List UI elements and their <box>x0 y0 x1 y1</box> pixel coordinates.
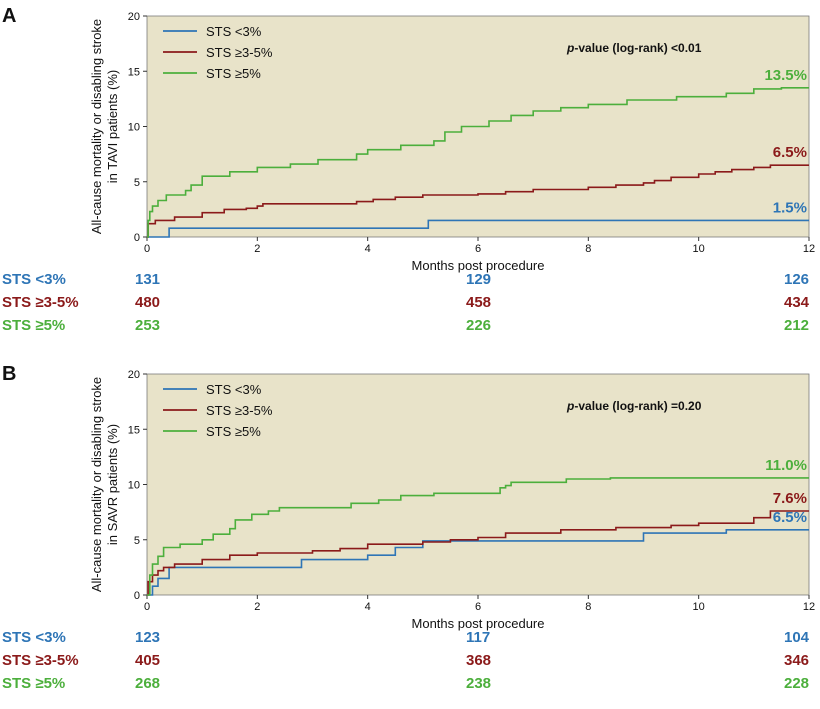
y-tick-label: 5 <box>134 535 140 547</box>
legend-label: STS ≥5% <box>206 424 261 439</box>
x-axis-label: Months post procedure <box>412 258 545 273</box>
y-axis-label: in SAVR patients (%) <box>105 424 120 545</box>
y-axis-label: All-cause mortality or disabling stroke <box>89 377 104 592</box>
series-line <box>147 219 809 238</box>
risk-table-row: STS ≥5% 253 226 212 <box>0 317 820 337</box>
x-tick-label: 8 <box>585 601 591 613</box>
chart-svg: A 0 5 10 15 20 0 2 4 6 8 10 12 Months post procedure A… <box>2 5 815 273</box>
risk-count: 480 <box>135 294 161 311</box>
y-axis-label: All-cause mortality or disabling stroke <box>89 19 104 234</box>
p-value-annotation: p-value (log-rank) =0.20 <box>566 399 702 413</box>
y-tick-label: 10 <box>128 122 140 134</box>
y-tick-label: 5 <box>134 177 140 189</box>
x-tick-label: 10 <box>693 601 705 613</box>
risk-count: 126 <box>784 271 810 288</box>
risk-table-row: STS <3% 123 117 104 <box>0 629 820 649</box>
y-tick-label: 20 <box>128 11 140 23</box>
y-tick-label: 15 <box>128 424 140 436</box>
x-tick-label: 12 <box>803 601 815 613</box>
p-value-italic: p <box>566 41 574 55</box>
p-value-text: -value (log-rank) <0.01 <box>574 41 701 55</box>
risk-count: 458 <box>466 294 492 311</box>
risk-count: 226 <box>466 317 492 334</box>
x-tick-label: 6 <box>475 243 481 255</box>
y-tick-label: 0 <box>134 232 140 244</box>
risk-row-label: STS ≥3-5% <box>2 294 79 311</box>
risk-count: 405 <box>135 652 161 669</box>
series-line <box>147 164 809 238</box>
x-tick-label: 6 <box>475 601 481 613</box>
x-tick-label: 0 <box>144 601 150 613</box>
series-end-label: 11.0% <box>765 457 807 474</box>
x-tick-label: 8 <box>585 243 591 255</box>
y-tick-label: 15 <box>128 66 140 78</box>
risk-count: 268 <box>135 675 161 692</box>
risk-table-row: STS ≥5% 268 238 228 <box>0 675 820 695</box>
risk-count: 238 <box>466 675 492 692</box>
legend-label: STS ≥5% <box>206 66 261 81</box>
risk-count: 131 <box>135 271 161 288</box>
series-end-label: 6.5% <box>773 144 807 161</box>
risk-count: 123 <box>135 629 161 646</box>
panel-label: B <box>2 363 16 385</box>
series-line <box>147 87 809 238</box>
y-tick-label: 20 <box>128 369 140 381</box>
risk-count: 104 <box>784 629 810 646</box>
risk-row-label: STS <3% <box>2 629 66 646</box>
risk-count: 129 <box>466 271 492 288</box>
legend-label: STS ≥3-5% <box>206 403 273 418</box>
p-value-italic: p <box>566 399 574 413</box>
risk-count: 346 <box>784 652 810 669</box>
y-tick-label: 0 <box>134 590 140 602</box>
risk-row-label: STS ≥5% <box>2 317 66 334</box>
risk-row-label: STS <3% <box>2 271 66 288</box>
risk-count: 117 <box>466 629 491 646</box>
legend-label: STS <3% <box>206 382 262 397</box>
risk-row-label: STS ≥5% <box>2 675 66 692</box>
series-line <box>147 529 809 596</box>
series-end-label: 7.6% <box>773 490 807 507</box>
series-end-label: 6.5% <box>773 509 807 526</box>
p-value-annotation: p-value (log-rank) <0.01 <box>566 41 702 55</box>
panel-b: B 0 5 10 15 20 0 2 4 6 8 10 12 Months post procedure A… <box>0 358 820 704</box>
risk-row-label: STS ≥3-5% <box>2 652 79 669</box>
risk-table-row: STS ≥3-5% 405 368 346 <box>0 652 820 672</box>
panel-label: A <box>2 5 16 27</box>
x-tick-label: 10 <box>693 243 705 255</box>
legend-label: STS ≥3-5% <box>206 45 273 60</box>
risk-count: 212 <box>784 317 810 334</box>
x-tick-label: 4 <box>365 601 371 613</box>
panel-a: A 0 5 10 15 20 0 2 4 6 8 10 12 Months post procedure A… <box>0 0 820 346</box>
plot-area <box>146 373 810 596</box>
legend-label: STS <3% <box>206 24 262 39</box>
x-tick-label: 12 <box>803 243 815 255</box>
risk-count: 253 <box>135 317 161 334</box>
risk-count: 368 <box>466 652 492 669</box>
series-line <box>147 477 809 596</box>
x-tick-label: 4 <box>365 243 371 255</box>
risk-table-row: STS ≥3-5% 480 458 434 <box>0 294 820 314</box>
y-axis-label: in TAVI patients (%) <box>105 70 120 183</box>
risk-count: 228 <box>784 675 810 692</box>
series-end-label: 13.5% <box>764 67 807 84</box>
series-line <box>147 510 809 596</box>
risk-table-row: STS <3% 131 129 126 <box>0 271 820 291</box>
x-tick-label: 2 <box>254 601 260 613</box>
x-tick-label: 2 <box>254 243 260 255</box>
risk-count: 434 <box>784 294 810 311</box>
chart-svg: B 0 5 10 15 20 0 2 4 6 8 10 12 Months post procedure A… <box>2 363 815 631</box>
x-axis-label: Months post procedure <box>412 616 545 631</box>
y-tick-label: 10 <box>128 480 140 492</box>
x-tick-label: 0 <box>144 243 150 255</box>
p-value-text: -value (log-rank) =0.20 <box>574 399 701 413</box>
series-end-label: 1.5% <box>773 199 807 216</box>
